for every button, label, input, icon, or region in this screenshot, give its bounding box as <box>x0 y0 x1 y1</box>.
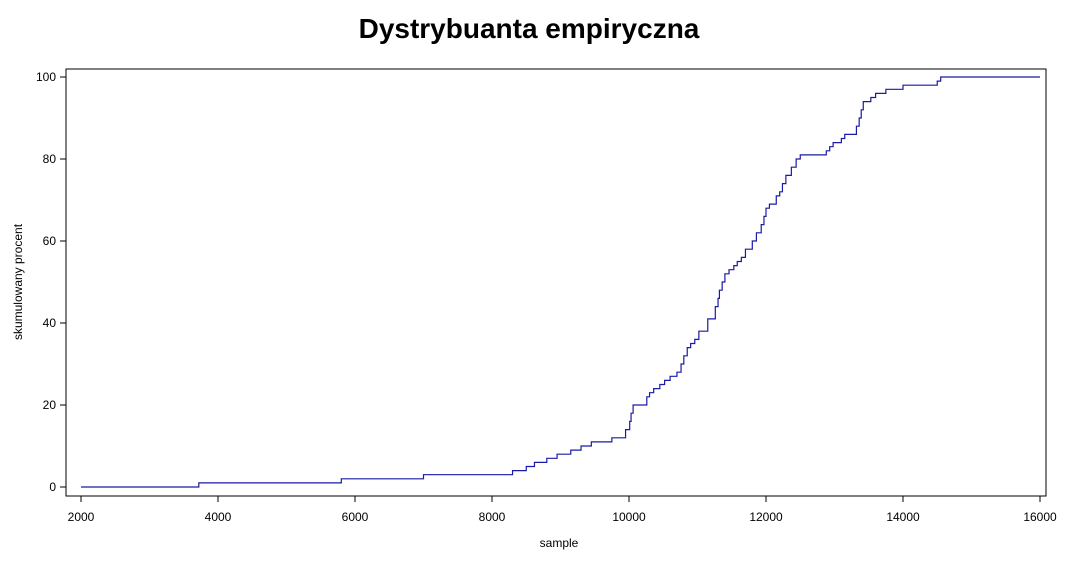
x-tick-label: 16000 <box>1023 510 1057 524</box>
y-axis-label: skumulowany procent <box>11 223 25 340</box>
y-axis: 0 20 40 60 80 100 <box>36 70 66 494</box>
y-tick-label: 80 <box>43 152 57 166</box>
y-tick-label: 20 <box>43 398 57 412</box>
x-tick-label: 10000 <box>612 510 646 524</box>
x-axis: 2000 4000 6000 8000 10000 12000 14000 16000 <box>68 496 1057 524</box>
y-tick-label: 60 <box>43 234 57 248</box>
chart-title: Dystrybuanta empiryczna <box>359 13 700 44</box>
y-tick-label: 0 <box>49 480 56 494</box>
x-tick-label: 8000 <box>479 510 506 524</box>
x-tick-label: 6000 <box>342 510 369 524</box>
x-tick-label: 4000 <box>205 510 232 524</box>
x-axis-label: sample <box>540 536 579 550</box>
plot-frame <box>65 68 1047 497</box>
ecdf-line <box>81 76 1040 488</box>
y-tick-label: 40 <box>43 316 57 330</box>
x-tick-label: 2000 <box>68 510 95 524</box>
x-tick-label: 12000 <box>749 510 783 524</box>
x-tick-label: 14000 <box>886 510 920 524</box>
y-tick-label: 100 <box>36 70 56 84</box>
